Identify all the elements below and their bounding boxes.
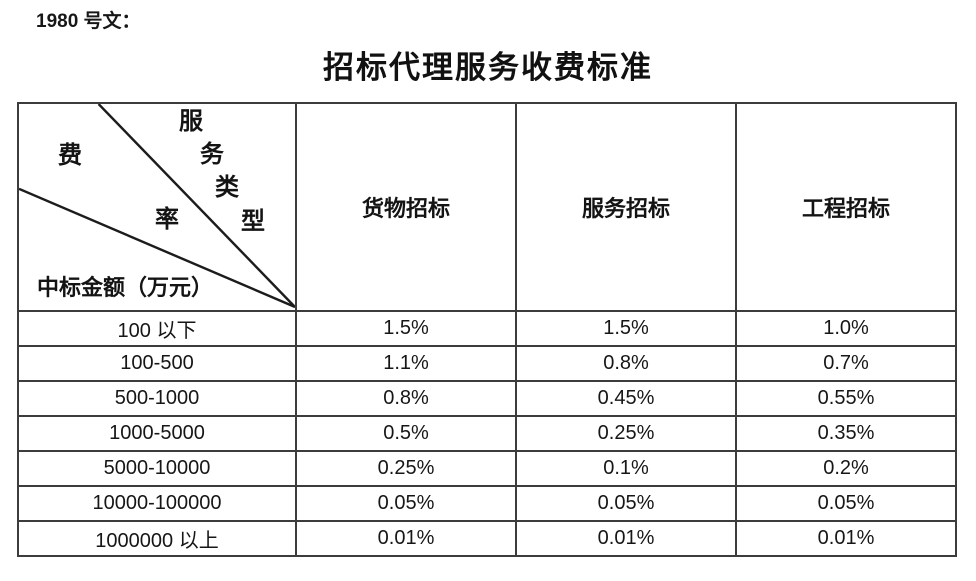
goods-rate-cell: 0.8%: [295, 380, 517, 417]
amount-range-cell: 5000-10000: [17, 450, 297, 487]
corner-service-type-char: 务: [200, 142, 224, 168]
engineering-rate-cell: 0.35%: [735, 415, 957, 452]
services-rate-cell: 0.25%: [515, 415, 737, 452]
diagonal-corner-cell: 服 务 类 型 费 率 中标金额（万元）: [17, 102, 297, 312]
corner-service-type-char: 服: [179, 109, 203, 135]
table-row: 1000-5000 0.5% 0.25% 0.35%: [17, 415, 957, 452]
table-row: 1000000 以上 0.01% 0.01% 0.01%: [17, 520, 957, 557]
table-row: 500-1000 0.8% 0.45% 0.55%: [17, 380, 957, 417]
table-row: 100 以下 1.5% 1.5% 1.0%: [17, 310, 957, 347]
corner-rate-char: 费: [58, 143, 82, 169]
goods-rate-cell: 1.5%: [295, 310, 517, 347]
amount-range-cell: 100 以下: [17, 310, 297, 347]
amount-range-cell: 1000-5000: [17, 415, 297, 452]
corner-service-type-char: 型: [241, 209, 265, 235]
amount-range-cell: 100-500: [17, 345, 297, 382]
services-rate-cell: 0.1%: [515, 450, 737, 487]
goods-rate-cell: 0.5%: [295, 415, 517, 452]
goods-rate-cell: 0.05%: [295, 485, 517, 522]
column-header-engineering: 工程招标: [735, 102, 957, 312]
column-header-goods: 货物招标: [295, 102, 517, 312]
engineering-rate-cell: 1.0%: [735, 310, 957, 347]
goods-rate-cell: 0.25%: [295, 450, 517, 487]
engineering-rate-cell: 0.2%: [735, 450, 957, 487]
engineering-rate-cell: 0.55%: [735, 380, 957, 417]
corner-service-type-char: 类: [215, 175, 239, 201]
table-row: 5000-10000 0.25% 0.1% 0.2%: [17, 450, 957, 487]
corner-rate-char: 率: [155, 207, 179, 233]
services-rate-cell: 0.05%: [515, 485, 737, 522]
table-header-row: 服 务 类 型 费 率 中标金额（万元） 货物招标 服务招标 工程招标: [17, 102, 957, 312]
services-rate-cell: 0.01%: [515, 520, 737, 557]
services-rate-cell: 1.5%: [515, 310, 737, 347]
goods-rate-cell: 0.01%: [295, 520, 517, 557]
page-title: 招标代理服务收费标准: [323, 50, 653, 85]
diagonal-corner-content: 服 务 类 型 费 率 中标金额（万元）: [19, 104, 295, 310]
table-row: 100-500 1.1% 0.8% 0.7%: [17, 345, 957, 382]
column-header-services: 服务招标: [515, 102, 737, 312]
engineering-rate-cell: 0.01%: [735, 520, 957, 557]
diagonal-lines: [19, 104, 295, 309]
document-reference-number: 1980 号文：: [36, 11, 141, 32]
corner-amount-label: 中标金额（万元）: [37, 275, 214, 300]
fee-standard-table: 服 务 类 型 费 率 中标金额（万元） 货物招标 服务招标 工程招标 100 …: [17, 102, 957, 557]
table-row: 10000-100000 0.05% 0.05% 0.05%: [17, 485, 957, 522]
engineering-rate-cell: 0.05%: [735, 485, 957, 522]
engineering-rate-cell: 0.7%: [735, 345, 957, 382]
amount-range-cell: 10000-100000: [17, 485, 297, 522]
amount-range-cell: 1000000 以上: [17, 520, 297, 557]
services-rate-cell: 0.8%: [515, 345, 737, 382]
amount-range-cell: 500-1000: [17, 380, 297, 417]
services-rate-cell: 0.45%: [515, 380, 737, 417]
goods-rate-cell: 1.1%: [295, 345, 517, 382]
